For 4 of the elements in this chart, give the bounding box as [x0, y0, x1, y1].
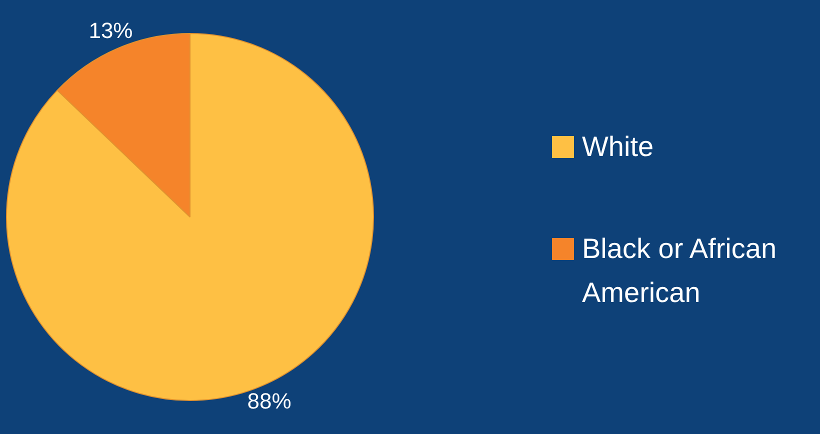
- legend-label: White: [582, 130, 654, 164]
- legend-label: Black or African American: [582, 232, 778, 310]
- data-label: 88%: [247, 388, 292, 414]
- data-label: 13%: [88, 18, 133, 43]
